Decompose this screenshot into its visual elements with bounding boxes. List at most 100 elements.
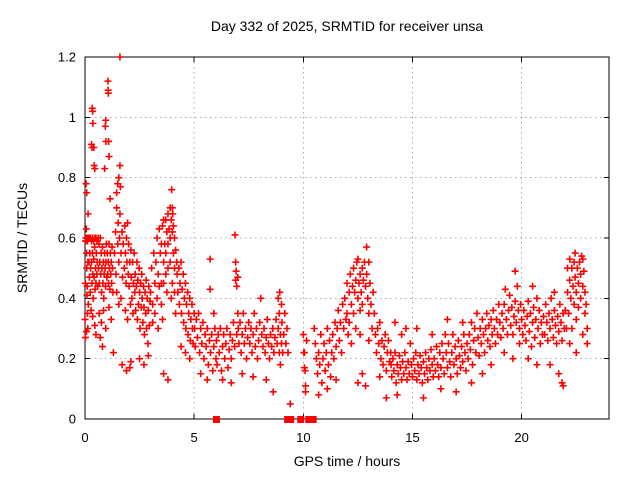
plus-marker [340, 325, 348, 332]
plus-marker [197, 370, 205, 378]
plus-marker [515, 340, 523, 348]
plus-marker [197, 325, 205, 332]
plus-marker [253, 355, 261, 363]
plus-marker [84, 210, 92, 218]
plus-marker [175, 300, 183, 308]
plus-marker [515, 325, 523, 332]
plus-marker [149, 318, 157, 326]
plus-marker [466, 346, 474, 354]
plus-marker [490, 325, 498, 332]
y-tick-label: 0 [69, 412, 76, 427]
plus-marker [356, 331, 364, 339]
plus-marker [478, 315, 486, 323]
plus-marker [244, 334, 252, 342]
plus-marker [559, 382, 567, 390]
plus-marker [469, 361, 477, 369]
plus-marker [127, 273, 135, 281]
y-tick-label: 0.2 [58, 351, 76, 366]
plus-marker [566, 340, 574, 348]
plus-marker [135, 264, 143, 272]
plus-marker [391, 318, 399, 326]
plus-marker [581, 288, 589, 296]
plus-marker [87, 306, 95, 314]
plus-marker [509, 331, 517, 339]
plus-marker [86, 288, 94, 296]
plus-marker [377, 355, 385, 363]
plus-marker [262, 334, 270, 342]
plus-marker [382, 394, 390, 402]
plus-marker [343, 279, 351, 287]
plus-marker [106, 195, 114, 203]
plus-marker [571, 249, 579, 257]
plus-marker [453, 370, 461, 378]
plus-marker [409, 373, 416, 381]
plus-marker [227, 379, 235, 387]
plus-marker [483, 309, 491, 317]
plus-marker [388, 373, 396, 381]
plus-marker [202, 343, 210, 351]
plus-marker [81, 315, 89, 323]
plus-marker [535, 306, 543, 314]
plus-marker [579, 255, 587, 263]
plus-marker [447, 373, 455, 381]
plus-marker [401, 349, 409, 357]
plus-marker [510, 312, 518, 320]
plus-marker [411, 367, 419, 375]
plus-marker [223, 325, 231, 332]
plus-marker [278, 300, 285, 308]
plus-marker [464, 355, 472, 363]
square-marker [297, 416, 305, 423]
plus-marker [419, 394, 427, 402]
plus-marker [113, 189, 121, 197]
plus-marker [98, 243, 106, 251]
zero-flag-squares [212, 416, 317, 423]
plus-marker [323, 325, 331, 332]
plus-marker [369, 288, 377, 296]
plus-marker [533, 361, 541, 369]
plus-marker [105, 303, 113, 311]
plus-marker [439, 355, 447, 363]
plus-marker [346, 270, 354, 278]
plus-marker [104, 77, 112, 85]
plus-marker [118, 228, 126, 236]
y-tick-label: 0.4 [58, 291, 76, 306]
plus-marker [116, 183, 124, 191]
plus-marker [98, 343, 106, 351]
plus-marker [506, 291, 514, 299]
plus-marker [332, 376, 340, 384]
plus-marker [497, 334, 505, 342]
plus-marker [481, 349, 489, 357]
square-marker [212, 416, 220, 423]
square-marker [309, 416, 317, 423]
plus-marker [115, 174, 123, 182]
plus-marker [276, 361, 284, 369]
plus-marker [102, 116, 110, 124]
plus-marker [413, 376, 421, 384]
plus-marker [140, 331, 148, 339]
plus-marker [443, 315, 451, 323]
plus-marker [221, 355, 229, 363]
plus-marker [336, 318, 344, 326]
plus-marker [237, 349, 245, 357]
plus-marker [181, 279, 189, 287]
plus-marker [556, 300, 564, 308]
plus-marker [82, 225, 90, 233]
plus-marker [192, 315, 200, 323]
plus-marker [376, 373, 384, 381]
plus-marker [144, 352, 152, 360]
plus-marker [140, 303, 148, 311]
plus-marker [83, 189, 91, 197]
plus-marker [519, 331, 527, 339]
plus-marker [130, 249, 138, 257]
plus-marker [358, 264, 366, 272]
plus-marker [547, 294, 555, 302]
plus-marker [125, 282, 133, 290]
plus-marker [458, 343, 466, 351]
plus-marker [132, 306, 140, 314]
plus-marker [82, 180, 90, 188]
plus-marker [177, 343, 185, 351]
plus-marker [193, 334, 201, 342]
plus-marker [390, 367, 398, 375]
plus-marker [310, 325, 318, 332]
plus-marker [365, 337, 373, 345]
